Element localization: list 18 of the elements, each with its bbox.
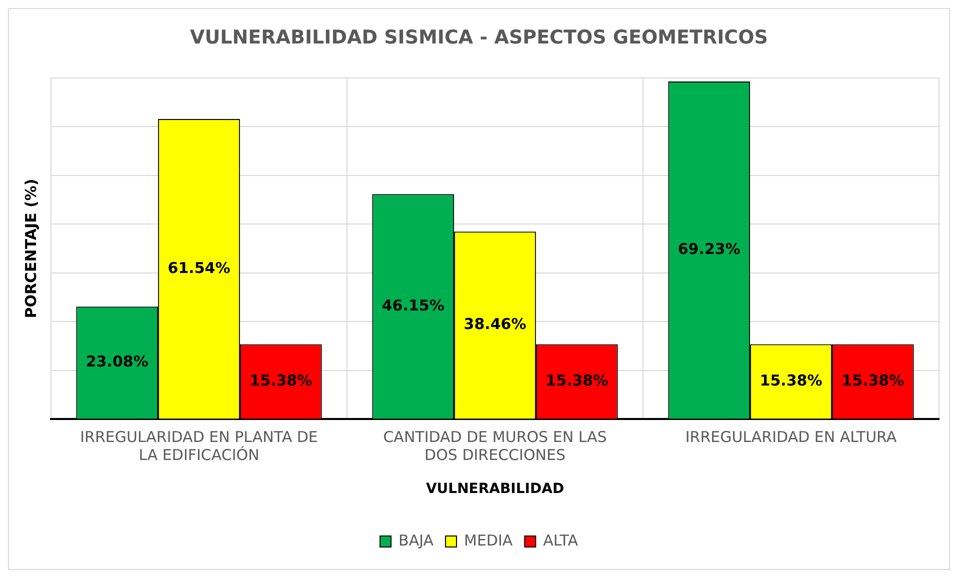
data-label: 46.15% bbox=[382, 296, 444, 314]
chart-title: VULNERABILIDAD SISMICA - ASPECTOS GEOMETRICOS bbox=[190, 26, 768, 48]
x-tick-label: CANTIDAD DE MUROS EN LAS DOS DIRECCIONES bbox=[383, 428, 607, 464]
x-axis-title: VULNERABILIDAD bbox=[426, 481, 564, 498]
data-label: 23.08% bbox=[86, 352, 148, 371]
data-label: 15.38% bbox=[760, 371, 822, 390]
data-label: 69.23% bbox=[678, 240, 740, 258]
data-label: 61.54% bbox=[168, 258, 230, 277]
y-axis-title: PORCENTAJE (%) bbox=[22, 178, 40, 318]
legend-label: BAJA bbox=[398, 531, 434, 550]
data-label: 15.38% bbox=[250, 371, 312, 390]
data-label: 38.46% bbox=[464, 315, 526, 334]
x-tick-label: IRREGULARIDAD EN PLANTA DE LA EDIFICACIÓN bbox=[80, 428, 318, 464]
legend-label: ALTA bbox=[543, 531, 579, 550]
legend-label: MEDIA bbox=[464, 531, 514, 550]
data-label: 15.38% bbox=[842, 371, 904, 390]
x-tick-label: IRREGULARIDAD EN ALTURA bbox=[685, 428, 898, 446]
data-label: 15.38% bbox=[546, 371, 608, 390]
